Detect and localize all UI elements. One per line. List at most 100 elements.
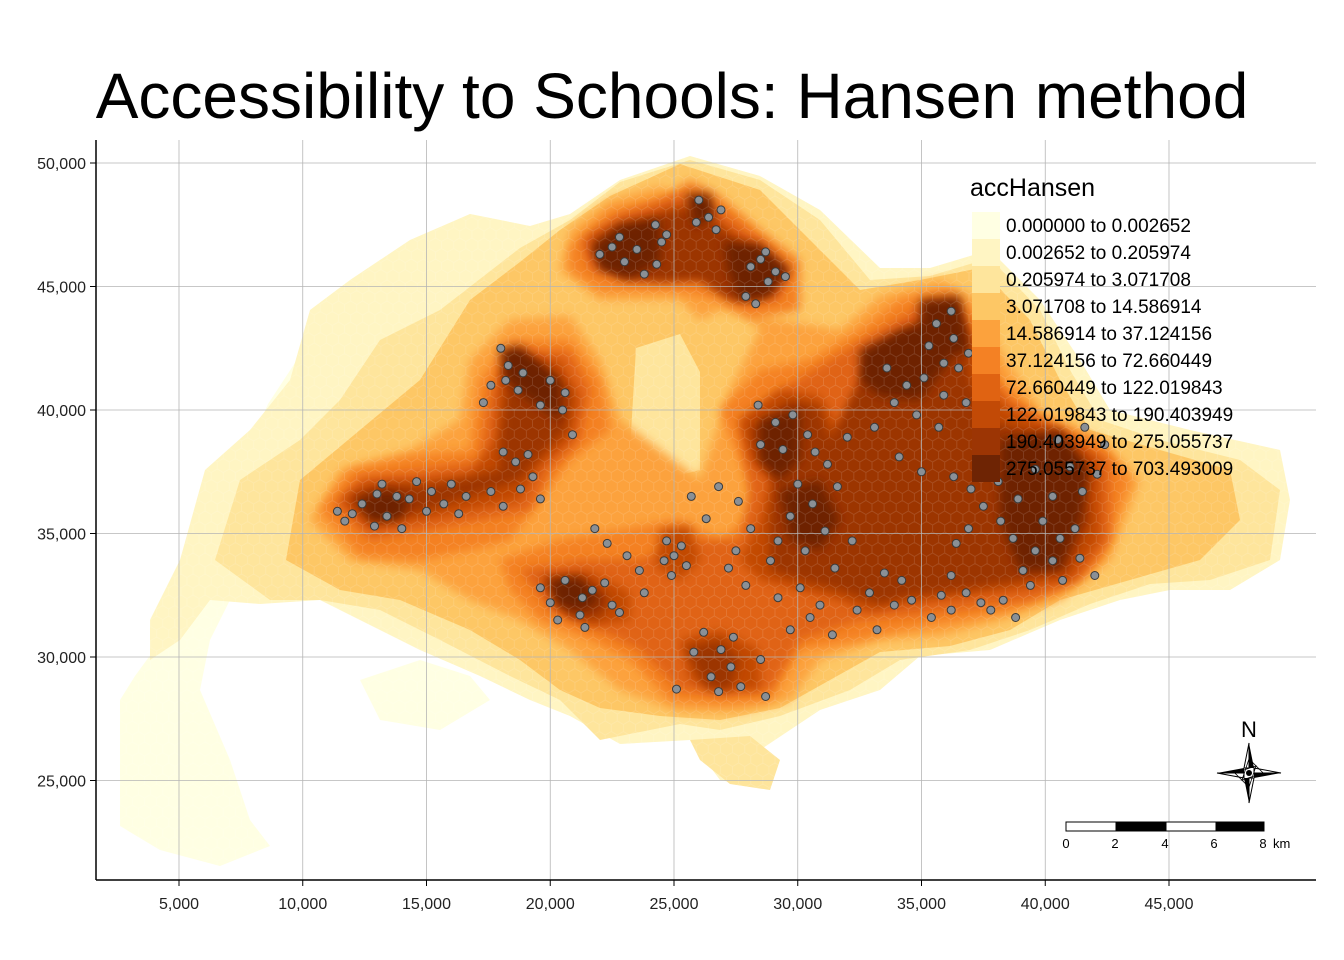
school-point	[357, 499, 367, 509]
north-label: N	[1241, 717, 1257, 742]
school-point	[634, 566, 644, 575]
school-point	[528, 472, 538, 482]
school-point	[1100, 440, 1110, 450]
school-point	[496, 343, 506, 353]
school-point	[733, 496, 743, 506]
school-point	[511, 457, 521, 467]
school-point	[832, 482, 842, 492]
school-point	[513, 385, 523, 395]
school-point	[964, 348, 973, 358]
legend-label: 275.055737 to 703.493009	[1006, 459, 1233, 480]
legend-swatch	[972, 212, 1000, 239]
school-point	[580, 622, 590, 632]
x-tick-label: 30,000	[773, 896, 822, 913]
school-point	[650, 220, 660, 230]
school-point	[778, 445, 788, 454]
school-point	[842, 432, 852, 442]
school-point	[1092, 469, 1102, 479]
school-point	[699, 627, 709, 637]
y-tick-label: 45,000	[37, 280, 86, 297]
accessibility-surface	[96, 140, 1309, 873]
school-point	[746, 524, 756, 534]
school-point	[716, 205, 726, 215]
school-point	[998, 595, 1008, 605]
school-point	[964, 524, 973, 534]
school-point	[1008, 533, 1018, 543]
x-tick-label: 25,000	[650, 896, 699, 913]
school-point	[535, 400, 545, 410]
school-point	[370, 521, 379, 531]
school-point	[397, 524, 407, 534]
hexagon-grid-texture	[96, 140, 1309, 873]
school-point	[917, 467, 926, 477]
school-point	[1048, 491, 1058, 501]
legend-label: 0.002652 to 0.205974	[1006, 243, 1191, 264]
school-point	[978, 501, 988, 511]
school-point	[949, 472, 959, 482]
school-point	[1018, 566, 1028, 575]
school-point	[382, 511, 392, 521]
school-point	[427, 487, 436, 496]
school-point	[404, 494, 414, 504]
school-point	[870, 422, 879, 432]
school-point	[951, 538, 961, 548]
school-point	[639, 588, 649, 598]
school-point	[535, 583, 545, 593]
school-point	[1077, 487, 1087, 496]
school-point	[961, 588, 971, 598]
school-point	[827, 630, 837, 640]
school-point	[558, 405, 568, 415]
school-point	[924, 341, 934, 351]
school-point	[439, 499, 449, 509]
legend-swatch	[972, 401, 1000, 428]
school-point	[788, 410, 798, 420]
school-point	[889, 398, 899, 408]
legend-swatch	[972, 266, 1000, 293]
school-point	[681, 561, 691, 571]
school-point	[1058, 575, 1068, 585]
school-point	[865, 588, 874, 598]
legend-swatch	[972, 239, 1000, 266]
school-point	[669, 551, 679, 561]
school-point	[907, 595, 917, 605]
school-point	[761, 247, 771, 257]
school-point	[741, 291, 751, 301]
x-tick-label: 20,000	[526, 896, 575, 913]
school-point	[667, 571, 676, 580]
legend-label: 190.403949 to 275.055737	[1006, 432, 1233, 453]
legend: accHansen 0.000000 to 0.002652 0.002652 t…	[970, 174, 1233, 482]
school-point	[761, 692, 771, 701]
legend-label: 122.019843 to 190.403949	[1006, 405, 1233, 426]
school-point	[803, 430, 813, 440]
school-point	[662, 230, 672, 240]
scale-label-2: 2	[1111, 836, 1118, 851]
school-point	[652, 259, 662, 269]
x-tick-label: 40,000	[1021, 896, 1070, 913]
school-point	[347, 509, 357, 519]
legend-swatch	[972, 374, 1000, 401]
school-point	[820, 526, 830, 536]
school-point	[1030, 546, 1040, 556]
legend-swatch	[972, 455, 1000, 482]
school-point	[372, 489, 382, 499]
school-point	[1075, 553, 1085, 563]
school-point	[934, 422, 944, 432]
school-point	[714, 482, 724, 492]
school-point	[771, 417, 780, 427]
school-point	[704, 212, 714, 222]
school-point	[763, 277, 773, 287]
school-point	[706, 672, 716, 682]
school-point	[701, 514, 711, 524]
school-point	[545, 375, 555, 385]
school-point	[872, 625, 882, 635]
legend-label: 0.000000 to 0.002652	[1006, 216, 1191, 237]
legend-label: 3.071708 to 14.586914	[1006, 297, 1202, 318]
school-point	[823, 459, 832, 469]
scale-bar: 0 2 4 6 8 km	[1062, 821, 1290, 851]
school-point	[600, 578, 610, 588]
legend-swatch	[972, 320, 1000, 347]
school-point	[659, 556, 669, 566]
school-point	[800, 546, 810, 556]
school-point	[954, 363, 964, 373]
